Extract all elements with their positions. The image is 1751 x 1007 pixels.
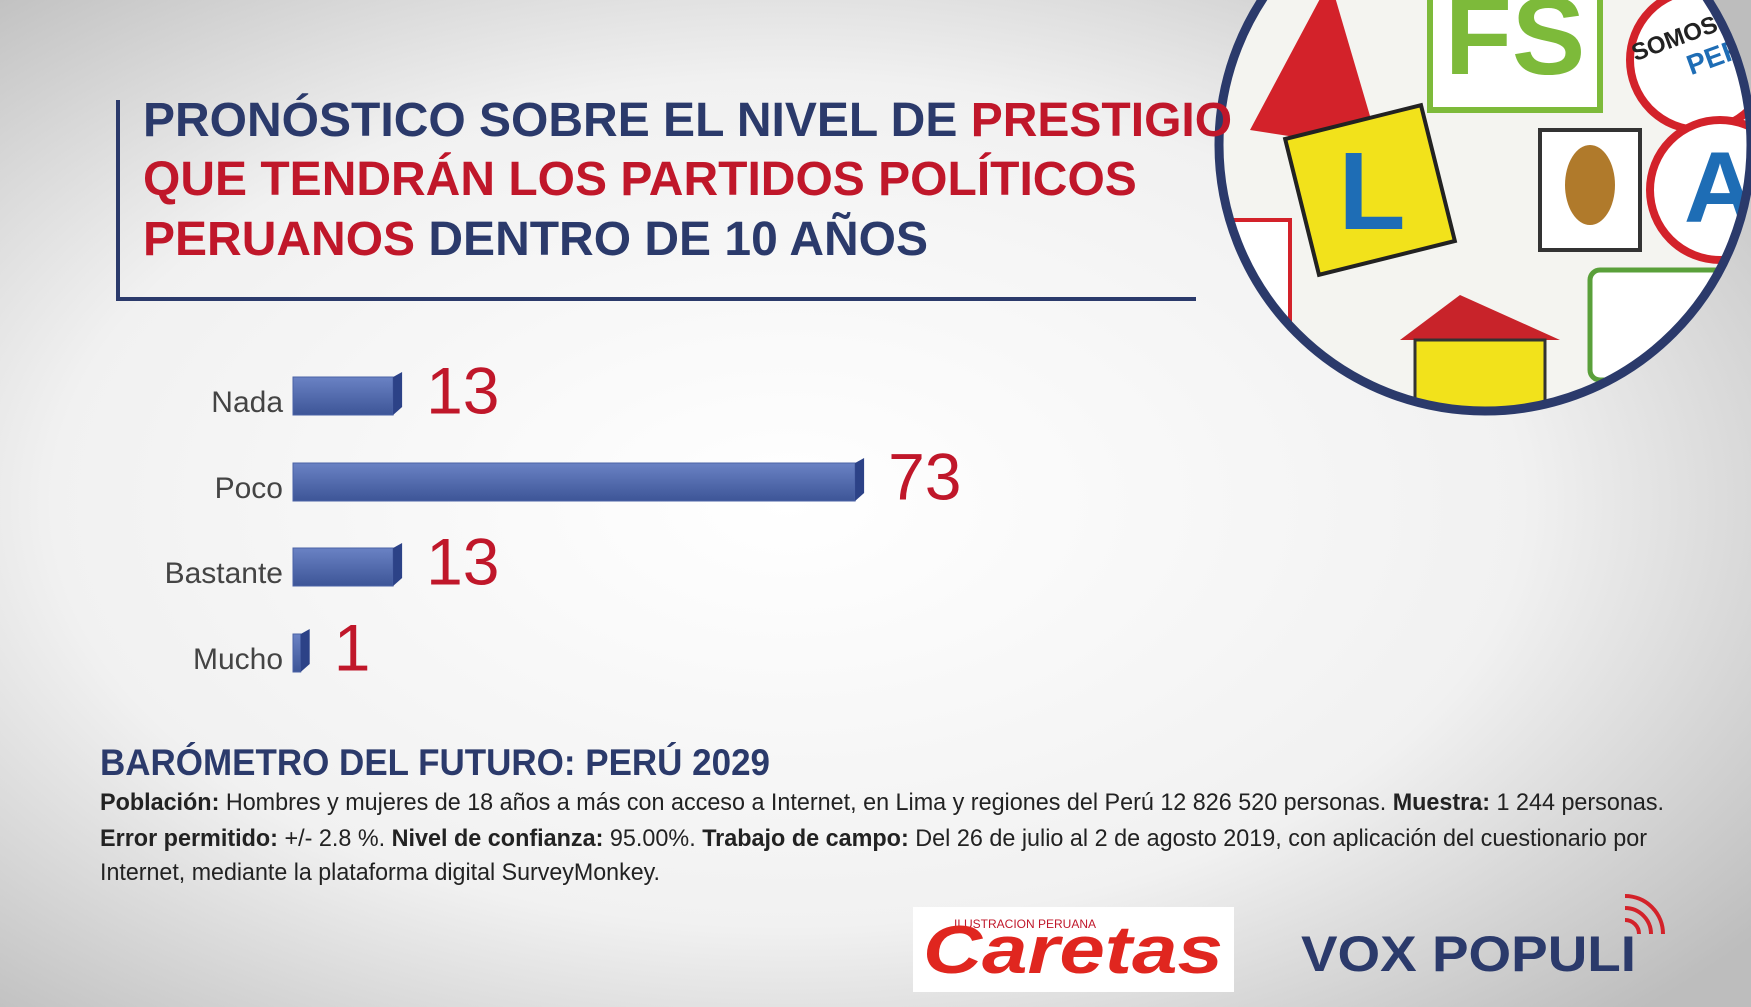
- note-segment: 1 244 personas.: [1490, 789, 1664, 816]
- note-segment: Nivel de confianza:: [392, 825, 604, 852]
- plot: Nada 13 Poco 73 Bastante 13 Mucho 1: [165, 353, 962, 684]
- note-segment: Del 26 de julio al 2 de agosto 2019, con…: [909, 825, 1647, 852]
- title-segment: PERUANOS: [143, 213, 415, 266]
- title-line: PRONÓSTICO SOBRE EL NIVEL DE PRESTIGIO: [143, 92, 1232, 147]
- title-segment: PRESTIGIO: [971, 94, 1232, 147]
- image-frame: [1214, 0, 1751, 416]
- logo-text: VOX POPULI: [1301, 926, 1636, 982]
- note-segment: Población:: [100, 789, 219, 816]
- note-segment: Hombres y mujeres de 18 años a más con a…: [219, 789, 1392, 816]
- image-text: FS: [1445, 0, 1586, 98]
- notes: Población: Hombres y mujeres de 18 años …: [100, 789, 1664, 886]
- note-line: Error permitido: +/- 2.8 %. Nivel de con…: [100, 825, 1647, 852]
- title-segment: QUE TENDRÁN LOS PARTIDOS POLÍTICOS: [143, 152, 1137, 206]
- value-label: 13: [426, 524, 499, 598]
- note-segment: +/- 2.8 %.: [278, 825, 392, 852]
- category-label: Bastante: [165, 557, 283, 590]
- note-segment: Trabajo de campo:: [702, 825, 909, 852]
- category-label: Mucho: [193, 643, 283, 676]
- note-line: Población: Hombres y mujeres de 18 años …: [100, 789, 1664, 816]
- bar-side: [393, 543, 403, 586]
- title-line: QUE TENDRÁN LOS PARTIDOS POLÍTICOS: [143, 152, 1137, 206]
- bar: [292, 633, 302, 673]
- bar: [292, 547, 394, 587]
- value-label: 13: [426, 353, 499, 427]
- title-line: PERUANOS DENTRO DE 10 AÑOS: [143, 211, 928, 266]
- logo-text: Caretas: [923, 912, 1223, 988]
- note-segment: 95.00%.: [603, 825, 702, 852]
- note-segment: Internet, mediante la plataforma digital…: [100, 859, 660, 886]
- note-segment: Muestra:: [1393, 789, 1490, 816]
- subtitle: BARÓMETRO DEL FUTURO: PERÚ 2029: [100, 741, 770, 783]
- category-label: Poco: [215, 472, 283, 505]
- bar: [292, 462, 856, 502]
- bar-side: [855, 458, 865, 501]
- title-segment: DENTRO DE 10 AÑOS: [415, 211, 928, 266]
- logo-signal: [1624, 894, 1665, 935]
- category-label: Nada: [211, 386, 283, 419]
- title-segment: PRONÓSTICO SOBRE EL NIVEL DE: [143, 92, 971, 147]
- image-text: L: [1338, 130, 1405, 253]
- bar: [292, 376, 394, 416]
- value-label: 1: [334, 610, 371, 684]
- bar-side: [300, 629, 310, 672]
- caretas-logo: [913, 907, 1234, 992]
- note-segment: Error permitido:: [100, 825, 278, 852]
- value-label: 73: [888, 439, 961, 513]
- chart-title: PRONÓSTICO SOBRE EL NIVEL DE PRESTIGIOQU…: [143, 92, 1232, 266]
- bar-side: [393, 372, 403, 415]
- party-logos-image: L FS SOMOS PERU A: [1219, 0, 1751, 411]
- note-line: Internet, mediante la plataforma digital…: [100, 859, 660, 886]
- logo-tagline: ILUSTRACION PERUANA: [954, 917, 1096, 931]
